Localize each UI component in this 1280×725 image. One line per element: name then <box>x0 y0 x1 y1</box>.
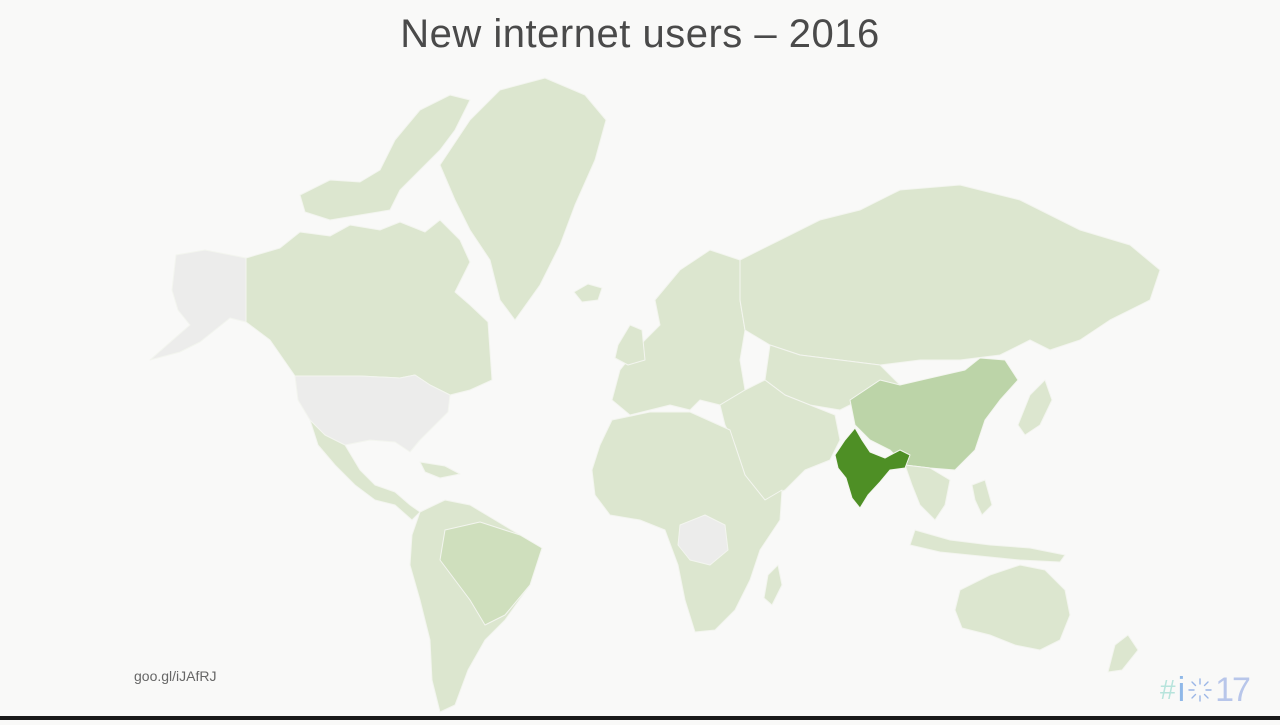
region-india <box>834 427 911 509</box>
region-brazil <box>439 521 543 626</box>
region-uk <box>614 324 646 366</box>
region-iceland <box>573 283 603 303</box>
region-greenland <box>439 77 607 321</box>
page-title: New internet users – 2016 <box>400 12 880 56</box>
region-dr-congo <box>677 514 729 566</box>
hash-icon: # <box>1160 674 1176 705</box>
region-canada <box>245 219 493 396</box>
bottom-bar <box>0 716 1280 720</box>
logo-i: i <box>1177 671 1186 709</box>
region-indonesia <box>909 529 1066 563</box>
region-australia <box>954 564 1071 651</box>
region-philippines <box>971 479 993 516</box>
region-new-zealand <box>1107 634 1139 673</box>
region-southeast-asia <box>904 464 951 521</box>
logo-number: 17 <box>1215 671 1251 709</box>
source-link[interactable]: goo.gl/iJAfRJ <box>134 668 217 684</box>
region-caribbean <box>419 461 461 479</box>
region-japan <box>1017 379 1053 436</box>
region-russia <box>739 184 1161 366</box>
io-burst-icon <box>1188 678 1212 702</box>
region-arctic-islands <box>299 94 471 221</box>
region-madagascar <box>763 564 783 606</box>
region-alaska <box>149 249 247 361</box>
region-china <box>849 357 1019 471</box>
google-io-logo: # i 17 <box>1160 670 1260 710</box>
